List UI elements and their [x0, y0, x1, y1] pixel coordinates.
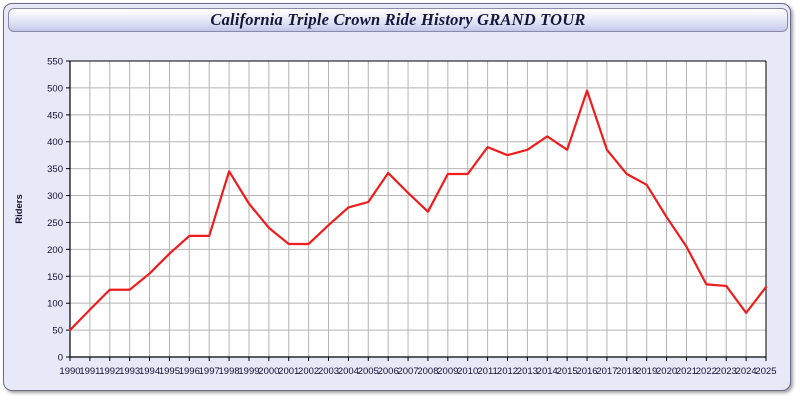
x-axis-tick-label: 1996 — [179, 366, 200, 377]
page-title: California Triple Crown Ride History GRA… — [210, 10, 586, 29]
x-axis-tick-label: 2016 — [576, 366, 597, 377]
x-axis-tick-label: 1991 — [79, 366, 100, 377]
x-axis-tick-label: 1993 — [119, 366, 140, 377]
x-axis-tick-label: 2007 — [397, 366, 418, 377]
data-series-line — [68, 89, 768, 332]
x-axis-tick-label: 1995 — [159, 366, 180, 377]
x-axis-tick-label: 2021 — [676, 366, 697, 377]
x-axis-tick-label: 2024 — [736, 366, 757, 377]
x-axis-tick-label: 2022 — [696, 366, 717, 377]
y-axis-tick-label: 300 — [47, 191, 63, 202]
x-axis-tick-label: 2010 — [457, 366, 478, 377]
x-axis-tick-label: 2014 — [537, 366, 558, 377]
x-axis-tick-label: 2000 — [258, 366, 279, 377]
y-axis-tick-label: 0 — [58, 353, 63, 364]
y-axis-tick-label: 250 — [47, 218, 63, 229]
x-axis-tick-label: 2001 — [278, 366, 299, 377]
x-axis-tick-label: 1994 — [139, 366, 160, 377]
y-axis-tick-label: 500 — [47, 83, 63, 94]
y-axis-tick-label: 150 — [47, 272, 63, 283]
x-axis-tick-label: 2005 — [358, 366, 379, 377]
chart-window: California Triple Crown Ride History GRA… — [3, 3, 791, 391]
x-axis-tick-label: 2003 — [318, 366, 339, 377]
x-axis-tick-label: 2002 — [298, 366, 319, 377]
x-axis-tick-label: 2019 — [636, 366, 657, 377]
y-axis-tick-label: 200 — [47, 245, 63, 256]
x-axis-tick-label: 2004 — [338, 366, 359, 377]
x-axis-tick-label: 2006 — [378, 366, 399, 377]
chart-plot-area: 0 50 100 150 200 250 300 350 400 450 500 550 1990 199… — [4, 34, 790, 390]
x-axis-tick-label: 2015 — [557, 366, 578, 377]
plot-background — [70, 61, 766, 357]
chart-title-bar: California Triple Crown Ride History GRA… — [8, 8, 788, 32]
y-axis-tick-label: 450 — [47, 110, 63, 121]
x-axis-tick-label: 2011 — [477, 366, 497, 377]
x-axis-tick-label: 1992 — [99, 366, 120, 377]
x-axis-tick-label: 2012 — [497, 366, 518, 377]
x-axis-tick-label: 2009 — [437, 366, 458, 377]
x-axis-tick-label: 2018 — [616, 366, 637, 377]
x-axis-tick-label: 1997 — [199, 366, 220, 377]
y-axis-tick-label: 350 — [47, 164, 63, 175]
x-axis-tick-label: 2020 — [656, 366, 677, 377]
x-axis-tick-label: 2023 — [716, 366, 737, 377]
y-axis-tick-label: 550 — [47, 57, 63, 68]
x-axis-tick-label: 1999 — [238, 366, 259, 377]
y-axis-tick-label: 400 — [47, 137, 63, 148]
x-axis-tick-label: 2013 — [517, 366, 538, 377]
y-axis-tick-label: 100 — [47, 299, 63, 310]
x-axis-tick-label: 2008 — [417, 366, 438, 377]
y-axis-title: Riders — [14, 194, 25, 224]
x-axis-tick-label: 2017 — [596, 366, 617, 377]
line-chart: 0501001502002503003504004505005501990199… — [14, 57, 777, 378]
y-axis-tick-label: 50 — [52, 326, 63, 337]
x-axis-tick-label: 2025 — [755, 366, 776, 377]
x-axis-tick-label: 1990 — [59, 366, 80, 377]
x-axis-tick-label: 1998 — [219, 366, 240, 377]
